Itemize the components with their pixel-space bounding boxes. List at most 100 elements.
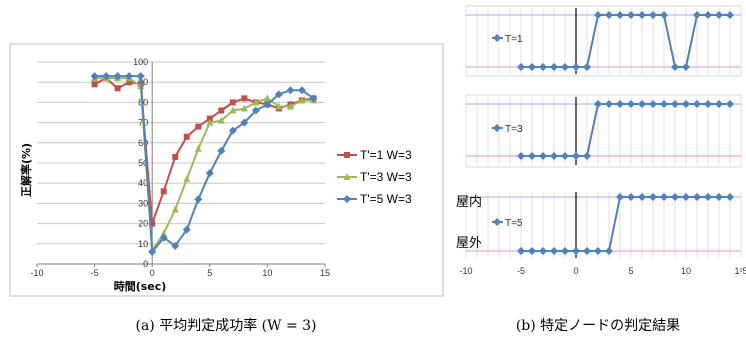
series-3-point [136,72,145,81]
series-2-point [229,106,237,114]
series-3-point [90,72,99,81]
state-point [583,247,591,255]
legend-label-1: T'=1 W=3 [360,148,412,162]
panel-legend-marker [493,124,501,132]
series-2-point [240,104,248,112]
state-point [660,100,668,108]
state-point [704,193,712,201]
series-3-point [240,118,249,127]
state-point [638,11,646,19]
series-3-point [194,195,203,204]
series-3-point [263,100,272,109]
state-point [627,193,635,201]
panel-legend-label: T=1 [505,34,523,45]
y-tick-label: 100 [133,57,148,67]
state-point [693,193,701,201]
series-1-point [172,153,179,160]
y-tick-label: 10 [138,239,148,249]
x-tick-label: 15 [320,268,330,278]
series-2-point [275,102,283,110]
state-point [605,100,613,108]
state-point [528,247,536,255]
series-2-point [286,102,294,110]
series-3-point [286,86,295,95]
chart-a-series [90,72,318,256]
chart-b: T=1 T=3 T=5 -10 -5 0 5 10 1¹5 屋内 屋外 [456,5,746,276]
series-2-point [263,94,271,102]
state-point [671,100,679,108]
x-tick-label: -5 [91,268,99,278]
series-1-point [149,220,156,227]
state-point [517,152,525,160]
state-point [561,152,569,160]
chart-b-panels: T=1 T=3 T=5 [465,5,742,258]
caption-a: (a) 平均判定成功率 (W = 3) [135,317,316,334]
x-tick-label: 5 [628,266,633,276]
series-3-point [297,86,306,95]
state-point [649,193,657,201]
state-point [583,152,591,160]
series-1-point [206,115,213,122]
state-point [528,152,536,160]
series-3-point [102,72,111,81]
x-tick-label: 0 [573,266,578,276]
state-point [550,152,558,160]
y-tick-label: 40 [138,178,148,188]
series-2-point [171,205,179,213]
state-point [616,193,624,201]
state-point [715,100,723,108]
y-tick-label: 30 [138,198,148,208]
state-label-indoor: 屋内 [456,194,482,210]
y-tick-label: 50 [138,158,148,168]
series-2-point [183,175,191,183]
state-line [521,196,730,252]
series-1-point [218,107,225,114]
panel-legend-label: T=3 [505,124,523,135]
state-point [682,100,690,108]
state-point [638,193,646,201]
state-point [616,100,624,108]
x-tick-label: 1¹5 [734,266,746,276]
series-2-point [252,98,260,106]
y-tick-label: 20 [138,219,148,229]
state-point [704,100,712,108]
state-point [594,100,602,108]
state-point [550,247,558,255]
series-1-point [183,133,190,140]
state-point [726,100,734,108]
series-3-point [159,233,168,242]
state-point [594,11,602,19]
state-point [682,193,690,201]
state-point [605,11,613,19]
series-3-point [113,72,122,81]
series-2-point [206,118,214,126]
legend-marker-1 [344,152,350,158]
series-1-point [241,95,248,102]
chart-b-x-tick-labels: -10 -5 0 5 10 1¹5 [459,266,746,276]
series-3-point [309,94,318,103]
series-1-point [195,123,202,130]
state-point [627,11,635,19]
series-3-point [125,72,134,81]
state-point [726,11,734,19]
state-point [649,11,657,19]
state-point [539,152,547,160]
panel-legend-marker [493,34,501,42]
panel-legend-label: T=5 [505,218,523,229]
series-1-point [160,188,167,195]
state-point [715,193,723,201]
state-point [704,11,712,19]
state-point [693,11,701,19]
y-tick-label: 60 [138,138,148,148]
series-1-point [229,99,236,106]
state-point [671,63,679,71]
state-point [715,11,723,19]
series-3-point [217,146,226,155]
state-point [660,193,668,201]
series-3-point [182,225,191,234]
state-point [627,100,635,108]
chart-a-ylabel: 正解率(%) [19,143,33,197]
state-panel-3: T=5 [465,192,742,258]
legend-marker-2 [343,173,351,180]
